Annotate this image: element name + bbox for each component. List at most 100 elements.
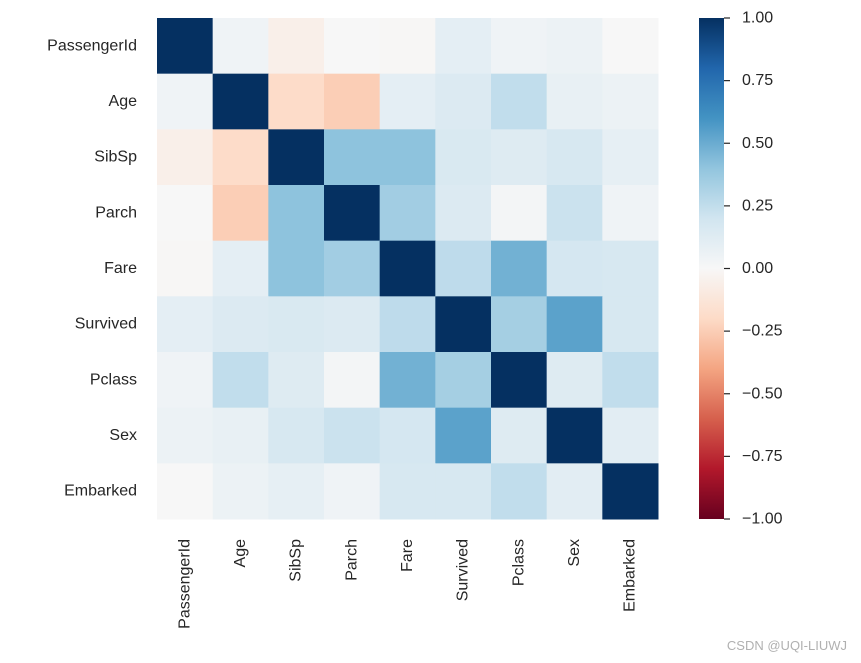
heatmap-cell <box>602 407 659 464</box>
heatmap-cell <box>268 73 325 130</box>
heatmap-cell <box>546 18 603 75</box>
colorbar-gradient <box>699 18 724 519</box>
heatmap-cell <box>212 463 269 520</box>
heatmap-cell <box>379 352 436 409</box>
heatmap-cell <box>157 407 214 464</box>
colorbar-ticks: 1.00 0.75 0.50 0.25 0.00 −0.25 −0.50 −0.75 −1.00 <box>724 10 783 528</box>
heatmap-cell <box>324 185 381 242</box>
row-labels: PassengerId Age SibSp Parch Fare Survived Pcla… <box>47 37 137 499</box>
heatmap-cell <box>435 352 492 409</box>
watermark: CSDN @UQI-LIUWJ <box>726 638 847 653</box>
row-label: SibSp <box>94 149 137 166</box>
heatmap-cell <box>324 352 381 409</box>
column-label: Parch <box>343 539 360 581</box>
heatmap-cell <box>324 129 381 186</box>
heatmap-cell <box>491 463 548 520</box>
heatmap-cell <box>602 185 659 242</box>
colorbar-tick-label: 1.00 <box>742 10 773 27</box>
row-label: Pclass <box>90 371 137 388</box>
heatmap-cell <box>379 18 436 75</box>
heatmap-cell <box>435 407 492 464</box>
heatmap-cell <box>268 18 325 75</box>
heatmap-cell <box>546 73 603 130</box>
heatmap-cell <box>379 129 436 186</box>
heatmap-cell <box>491 129 548 186</box>
heatmap-cell <box>546 407 603 464</box>
heatmap-cell <box>379 407 436 464</box>
heatmap-cell <box>435 129 492 186</box>
heatmap-cell <box>602 296 659 353</box>
heatmap-cell <box>157 73 214 130</box>
heatmap-cell <box>491 352 548 409</box>
row-label: Age <box>109 93 138 110</box>
heatmap-cell <box>157 129 214 186</box>
heatmap-cell <box>157 352 214 409</box>
heatmap-cell <box>157 185 214 242</box>
heatmap-cell <box>602 18 659 75</box>
heatmap-cell <box>435 296 492 353</box>
heatmap-cell <box>546 240 603 297</box>
heatmap-cell <box>435 240 492 297</box>
heatmap-cell <box>324 73 381 130</box>
heatmap-cell <box>157 463 214 520</box>
heatmap-cell <box>212 73 269 130</box>
column-label: Embarked <box>622 539 639 612</box>
colorbar-tick-label: −1.00 <box>742 511 783 528</box>
heatmap-cell <box>157 18 214 75</box>
heatmap-cell <box>268 407 325 464</box>
heatmap-cell <box>324 407 381 464</box>
row-label: Embarked <box>64 483 137 500</box>
heatmap-cell <box>491 296 548 353</box>
heatmap-cell <box>212 296 269 353</box>
heatmap-cell <box>546 129 603 186</box>
heatmap-cell <box>324 296 381 353</box>
heatmap-cell <box>212 352 269 409</box>
colorbar-tick-label: −0.25 <box>742 323 783 340</box>
heatmap-cell <box>602 352 659 409</box>
colorbar-tick-label: 0.50 <box>742 135 773 152</box>
column-label: Fare <box>399 539 416 572</box>
heatmap-cell <box>491 407 548 464</box>
heatmap-cell <box>602 73 659 130</box>
heatmap-cell <box>546 296 603 353</box>
heatmap-cell <box>379 73 436 130</box>
row-label: Parch <box>95 204 137 221</box>
heatmap-cell <box>379 185 436 242</box>
heatmap-cell <box>491 240 548 297</box>
heatmap-cell <box>157 240 214 297</box>
colorbar-tick-label: 0.75 <box>742 72 773 89</box>
heatmap-cell <box>435 18 492 75</box>
heatmap-cell <box>212 18 269 75</box>
column-label: SibSp <box>288 539 305 582</box>
colorbar-tick-label: −0.50 <box>742 385 783 402</box>
heatmap-cell <box>157 296 214 353</box>
heatmap-cells <box>157 18 659 520</box>
heatmap-cell <box>602 129 659 186</box>
heatmap-cell <box>491 185 548 242</box>
heatmap-cell <box>324 18 381 75</box>
heatmap-cell <box>602 463 659 520</box>
heatmap-cell <box>268 296 325 353</box>
heatmap-cell <box>546 352 603 409</box>
heatmap-cell <box>602 240 659 297</box>
heatmap-cell <box>268 463 325 520</box>
heatmap-cell <box>379 296 436 353</box>
heatmap-cell <box>435 463 492 520</box>
heatmap-cell <box>435 185 492 242</box>
colorbar-tick-label: 0.25 <box>742 197 773 214</box>
heatmap-cell <box>546 463 603 520</box>
heatmap-cell <box>379 240 436 297</box>
colorbar-tick-label: −0.75 <box>742 448 783 465</box>
heatmap-cell <box>212 129 269 186</box>
heatmap-cell <box>268 185 325 242</box>
column-label: Sex <box>566 539 583 567</box>
heatmap-cell <box>435 73 492 130</box>
heatmap-cell <box>491 73 548 130</box>
heatmap-cell <box>324 240 381 297</box>
heatmap-cell <box>324 463 381 520</box>
heatmap-cell <box>212 407 269 464</box>
heatmap-cell <box>212 185 269 242</box>
row-label: PassengerId <box>47 37 137 54</box>
heatmap-cell <box>268 129 325 186</box>
heatmap-cell <box>268 352 325 409</box>
